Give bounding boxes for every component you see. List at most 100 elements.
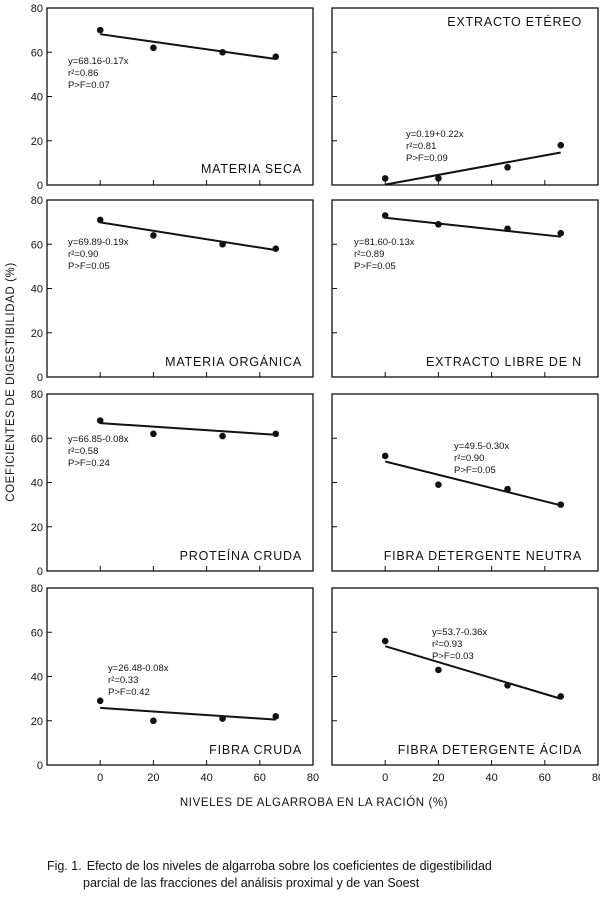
x-tick-label: 60 bbox=[254, 772, 266, 784]
annotation-line: P>F=0.09 bbox=[406, 153, 448, 164]
figure-caption: Fig. 1. Efecto de los niveles de algarrob… bbox=[47, 858, 592, 892]
data-point bbox=[381, 452, 389, 460]
data-point bbox=[557, 229, 565, 237]
x-tick-label: 80 bbox=[307, 772, 319, 784]
y-axis-label: COEFICIENTES DE DIGESTIBILIDAD (%) bbox=[5, 262, 17, 502]
annotation-line: P>F=0.05 bbox=[68, 261, 110, 272]
data-point bbox=[272, 53, 280, 60]
regression-line bbox=[100, 33, 276, 61]
data-point bbox=[96, 216, 104, 224]
data-point bbox=[219, 432, 226, 440]
y-tick-label: 20 bbox=[31, 522, 43, 534]
data-point bbox=[219, 48, 226, 56]
annotation-line: P>F=0.05 bbox=[454, 465, 496, 476]
panel-title: MATERIA ORGÁNICA bbox=[165, 354, 302, 369]
caption-text-2: parcial de las fracciones del análisis p… bbox=[83, 876, 420, 890]
y-tick-label: 60 bbox=[31, 239, 43, 251]
regression-line bbox=[100, 221, 276, 252]
panel: 0 20 40 60 80 PROTEÍNA CRUDA y=66.85-0.08xr²=0… bbox=[31, 389, 314, 578]
annotation-line: P>F=0.07 bbox=[68, 80, 110, 91]
data-point bbox=[272, 713, 280, 720]
regression-line bbox=[384, 460, 562, 507]
annotation-line: r²=0.93 bbox=[432, 639, 462, 650]
data-point bbox=[219, 715, 226, 722]
data-point bbox=[150, 232, 157, 239]
y-tick-label: 40 bbox=[31, 284, 43, 296]
data-point bbox=[272, 245, 280, 252]
annotation-line: y=81.60-0.13x bbox=[354, 237, 415, 248]
annotation-line: r²=0.58 bbox=[68, 446, 98, 457]
y-tick-label: 0 bbox=[37, 372, 43, 384]
annotation-line: r²=0.90 bbox=[454, 453, 484, 464]
y-tick-label: 0 bbox=[37, 566, 43, 578]
data-point bbox=[504, 682, 511, 689]
x-tick-label: 40 bbox=[200, 772, 212, 784]
y-tick-label: 40 bbox=[31, 672, 43, 684]
annotation-line: r²=0.89 bbox=[354, 249, 384, 260]
annotation-line: y=69.89-0.19x bbox=[68, 237, 129, 248]
caption-text-1: Efecto de los niveles de algarroba sobre… bbox=[86, 859, 492, 873]
annotation-line: r²=0.33 bbox=[108, 675, 138, 686]
data-point bbox=[504, 225, 511, 233]
data-point bbox=[381, 175, 389, 182]
panel-frame bbox=[331, 587, 599, 766]
x-tick-label: 80 bbox=[592, 772, 600, 784]
panel-title: FIBRA CRUDA bbox=[209, 743, 302, 757]
annotation-line: y=53.7-0.36x bbox=[432, 627, 487, 638]
data-point bbox=[381, 212, 389, 219]
annotation-line: P>F=0.24 bbox=[68, 458, 110, 469]
y-tick-label: 80 bbox=[31, 3, 43, 15]
regression-line bbox=[384, 645, 562, 700]
annotation-line: y=66.85-0.08x bbox=[68, 434, 129, 445]
panel-frame bbox=[46, 7, 314, 186]
panel: 0 20 40 60 80 MATERIA SECA y=68.16-0.17xr²=0.8… bbox=[31, 3, 314, 192]
data-point bbox=[557, 141, 565, 149]
panel: 0 20 40 60 80 FIBRA DETERGENTE ÁCIDA y=53.7-0.… bbox=[331, 587, 600, 784]
data-point bbox=[381, 637, 389, 645]
data-point bbox=[435, 221, 442, 228]
panel-title: EXTRACTO LIBRE DE N bbox=[426, 355, 582, 369]
y-tick-label: 0 bbox=[37, 760, 43, 772]
annotation-line: P>F=0.42 bbox=[108, 687, 150, 698]
data-point bbox=[504, 164, 511, 171]
y-tick-label: 60 bbox=[31, 433, 43, 445]
x-tick-label: 40 bbox=[485, 772, 497, 784]
panel: 0 20 40 60 80 0 20 40 60 80 FIBRA CRUDA y=26.48-0.0… bbox=[31, 583, 319, 784]
panel-title: MATERIA SECA bbox=[201, 162, 302, 176]
data-point bbox=[96, 697, 104, 705]
panel: FIBRA DETERGENTE NEUTRA y=49.5-0.30xr²=0.… bbox=[331, 393, 599, 572]
data-point bbox=[96, 26, 104, 34]
panel-title: PROTEÍNA CRUDA bbox=[180, 548, 302, 563]
data-point bbox=[150, 44, 157, 52]
caption-line-1: Fig. 1. Efecto de los niveles de algarrob… bbox=[47, 858, 592, 875]
data-point bbox=[150, 430, 157, 438]
annotation-line: P>F=0.05 bbox=[354, 261, 396, 272]
panel-frame bbox=[46, 587, 314, 766]
panel: EXTRACTO LIBRE DE N y=81.60-0.13xr²=0.89P… bbox=[331, 199, 599, 378]
y-tick-label: 80 bbox=[31, 389, 43, 401]
x-tick-label: 20 bbox=[432, 772, 444, 784]
data-point bbox=[219, 240, 226, 248]
caption-number: Fig. 1. bbox=[47, 859, 82, 873]
data-point bbox=[272, 430, 280, 438]
y-tick-label: 80 bbox=[31, 195, 43, 207]
data-point bbox=[435, 666, 442, 674]
annotation-line: r²=0.86 bbox=[68, 68, 98, 79]
data-point bbox=[504, 485, 511, 493]
x-tick-label: 0 bbox=[97, 772, 103, 784]
annotation-line: r²=0.81 bbox=[406, 141, 436, 152]
data-point bbox=[557, 693, 565, 700]
panel-title: FIBRA DETERGENTE ÁCIDA bbox=[398, 742, 582, 757]
data-point bbox=[150, 717, 157, 725]
y-tick-label: 60 bbox=[31, 47, 43, 59]
panel-frame bbox=[46, 199, 314, 378]
y-tick-label: 20 bbox=[31, 328, 43, 340]
x-axis-label: NIVELES DE ALGARROBA EN LA RACIÓN (%) bbox=[180, 796, 448, 809]
regression-line bbox=[385, 151, 561, 186]
panel-frame bbox=[331, 7, 599, 186]
panel: 0 20 40 60 80 MATERIA ORGÁNICA y=69.89-0.19xr²… bbox=[31, 195, 314, 384]
annotation-line: y=49.5-0.30x bbox=[454, 441, 509, 452]
annotation-line: r²=0.90 bbox=[68, 249, 98, 260]
